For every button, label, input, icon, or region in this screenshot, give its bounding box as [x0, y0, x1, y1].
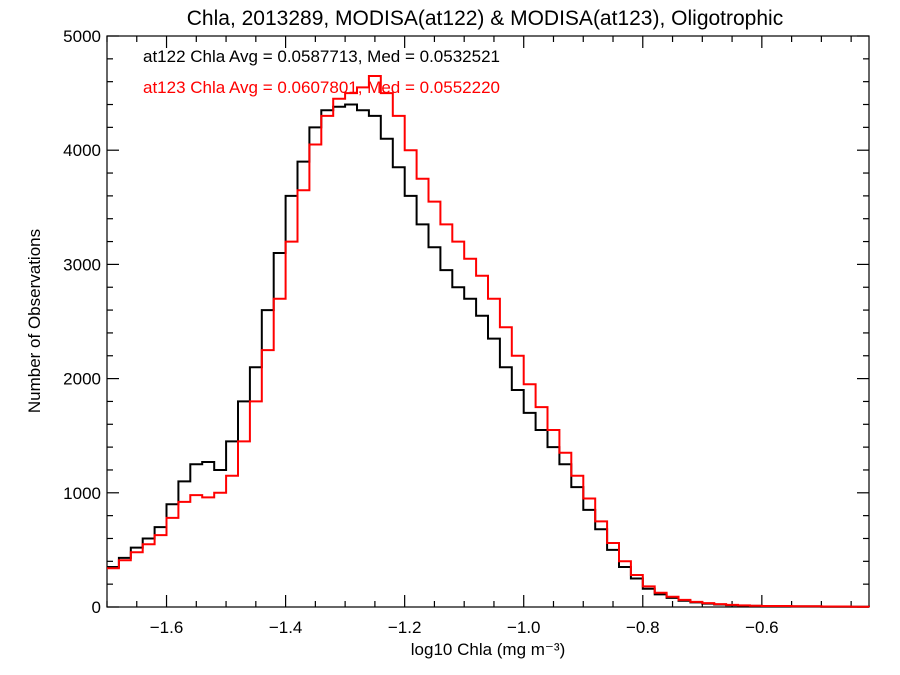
y-tick-label: 1000	[63, 484, 101, 503]
x-tick-label: −1.4	[269, 618, 303, 637]
series-at122-line	[107, 103, 870, 608]
chart-title: Chla, 2013289, MODISA(at122) & MODISA(at…	[187, 7, 783, 30]
y-axis-label: Number of Observations	[25, 229, 44, 413]
x-tick-label: −1.0	[507, 618, 541, 637]
y-tick-label: 2000	[63, 370, 101, 389]
x-tick-label: −1.6	[150, 618, 184, 637]
axis-ticks	[106, 35, 869, 608]
x-axis-label: log10 Chla (mg m⁻³)	[411, 640, 565, 659]
series-at123-line	[107, 75, 870, 608]
x-tick-label: −1.2	[388, 618, 422, 637]
annotation-at122: at122 Chla Avg = 0.0587713, Med = 0.0532…	[143, 47, 500, 66]
y-tick-label: 5000	[63, 27, 101, 46]
series-layer	[107, 75, 870, 608]
x-tick-label: −0.6	[745, 618, 779, 637]
y-tick-label: 0	[92, 598, 101, 617]
y-tick-label: 4000	[63, 141, 101, 160]
axis-tick-labels: −1.6 −1.4 −1.2 −1.0 −0.8 −0.6 0 1000 2000 3000 400…	[63, 27, 778, 637]
plot-frame	[106, 35, 870, 608]
y-tick-label: 3000	[63, 255, 101, 274]
annotation-at123: at123 Chla Avg = 0.0607801, Med = 0.0552…	[143, 78, 500, 97]
x-tick-label: −0.8	[626, 618, 660, 637]
